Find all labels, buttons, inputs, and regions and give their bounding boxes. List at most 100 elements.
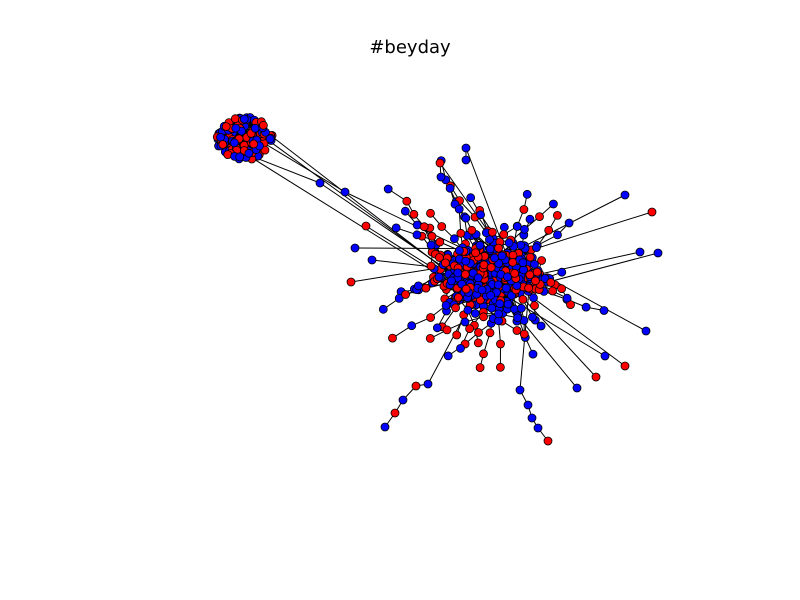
- red-node: [435, 158, 445, 168]
- red-node: [647, 207, 657, 217]
- blue-node: [620, 190, 630, 200]
- blue-node: [456, 343, 465, 353]
- red-node: [361, 221, 371, 231]
- red-node: [531, 276, 540, 286]
- blue-node: [454, 246, 464, 255]
- blue-node: [470, 309, 480, 318]
- blue-node: [476, 210, 486, 220]
- blue-node: [530, 259, 539, 269]
- network-edge: [365, 225, 460, 286]
- red-node: [460, 269, 470, 279]
- red-node: [475, 363, 485, 373]
- blue-node: [553, 230, 562, 240]
- red-node: [546, 278, 556, 287]
- blue-node: [449, 234, 459, 244]
- red-node: [479, 312, 488, 322]
- blue-node: [516, 303, 526, 313]
- red-node: [456, 228, 466, 238]
- blue-node: [522, 189, 532, 199]
- red-node: [557, 284, 566, 294]
- red-node: [499, 230, 509, 239]
- red-node: [620, 361, 630, 371]
- blue-node: [340, 187, 350, 197]
- red-node: [519, 329, 529, 339]
- red-node: [510, 268, 519, 278]
- red-node: [494, 243, 504, 253]
- red-node: [218, 140, 228, 149]
- blue-node: [265, 134, 275, 144]
- blue-node: [501, 283, 511, 293]
- blue-node: [229, 138, 239, 148]
- blue-node: [490, 253, 499, 263]
- red-node: [508, 257, 518, 267]
- red-node: [485, 328, 495, 338]
- blue-node: [518, 258, 528, 268]
- red-node: [419, 222, 429, 232]
- blue-node: [493, 280, 503, 290]
- red-node: [544, 225, 554, 235]
- red-node: [442, 325, 452, 335]
- red-node: [461, 284, 471, 294]
- blue-node: [239, 114, 249, 124]
- blue-node: [528, 349, 538, 359]
- red-node: [512, 326, 522, 335]
- red-node: [230, 114, 240, 124]
- blue-node: [250, 123, 260, 133]
- blue-node: [487, 303, 497, 313]
- blue-node: [426, 240, 436, 250]
- blue-node: [494, 309, 503, 319]
- blue-node: [523, 400, 533, 410]
- blue-node: [653, 248, 663, 258]
- blue-node: [499, 222, 509, 232]
- blue-node: [454, 204, 464, 214]
- red-node: [487, 227, 497, 237]
- blue-node: [635, 247, 645, 257]
- network-edge: [263, 142, 346, 193]
- red-node: [437, 222, 447, 231]
- red-node: [524, 283, 533, 293]
- red-node: [401, 290, 411, 299]
- red-node: [465, 324, 475, 334]
- blue-node: [513, 313, 522, 323]
- blue-node: [407, 321, 417, 331]
- red-node: [479, 260, 489, 270]
- blue-node: [391, 223, 401, 233]
- blue-node: [515, 385, 525, 395]
- red-node: [346, 277, 356, 287]
- blue-node: [525, 214, 535, 224]
- blue-node: [516, 240, 526, 250]
- blue-node: [446, 276, 456, 286]
- blue-node: [383, 184, 393, 194]
- red-node: [221, 122, 231, 131]
- blue-node: [536, 321, 546, 331]
- network-edge: [252, 157, 459, 288]
- blue-node: [562, 293, 572, 303]
- red-node: [548, 286, 557, 296]
- blue-node: [461, 155, 471, 165]
- blue-node: [477, 285, 487, 295]
- red-node: [530, 301, 539, 311]
- blue-node: [461, 143, 471, 153]
- blue-node: [231, 123, 241, 133]
- red-node: [525, 252, 535, 262]
- red-node: [426, 261, 436, 271]
- blue-node: [315, 178, 325, 188]
- red-node: [434, 253, 444, 262]
- red-node: [473, 338, 483, 348]
- red-node: [451, 303, 461, 313]
- red-node: [409, 209, 419, 219]
- red-node: [553, 210, 562, 220]
- blue-node: [461, 256, 471, 266]
- red-node: [537, 256, 546, 265]
- blue-node: [549, 199, 558, 209]
- red-node: [427, 231, 437, 241]
- blue-node: [350, 243, 360, 253]
- red-node: [543, 436, 553, 446]
- blue-node: [235, 152, 245, 162]
- blue-node: [461, 213, 471, 223]
- blue-node: [460, 317, 470, 327]
- blue-node: [441, 300, 451, 310]
- red-node: [496, 339, 505, 349]
- blue-node: [434, 272, 444, 282]
